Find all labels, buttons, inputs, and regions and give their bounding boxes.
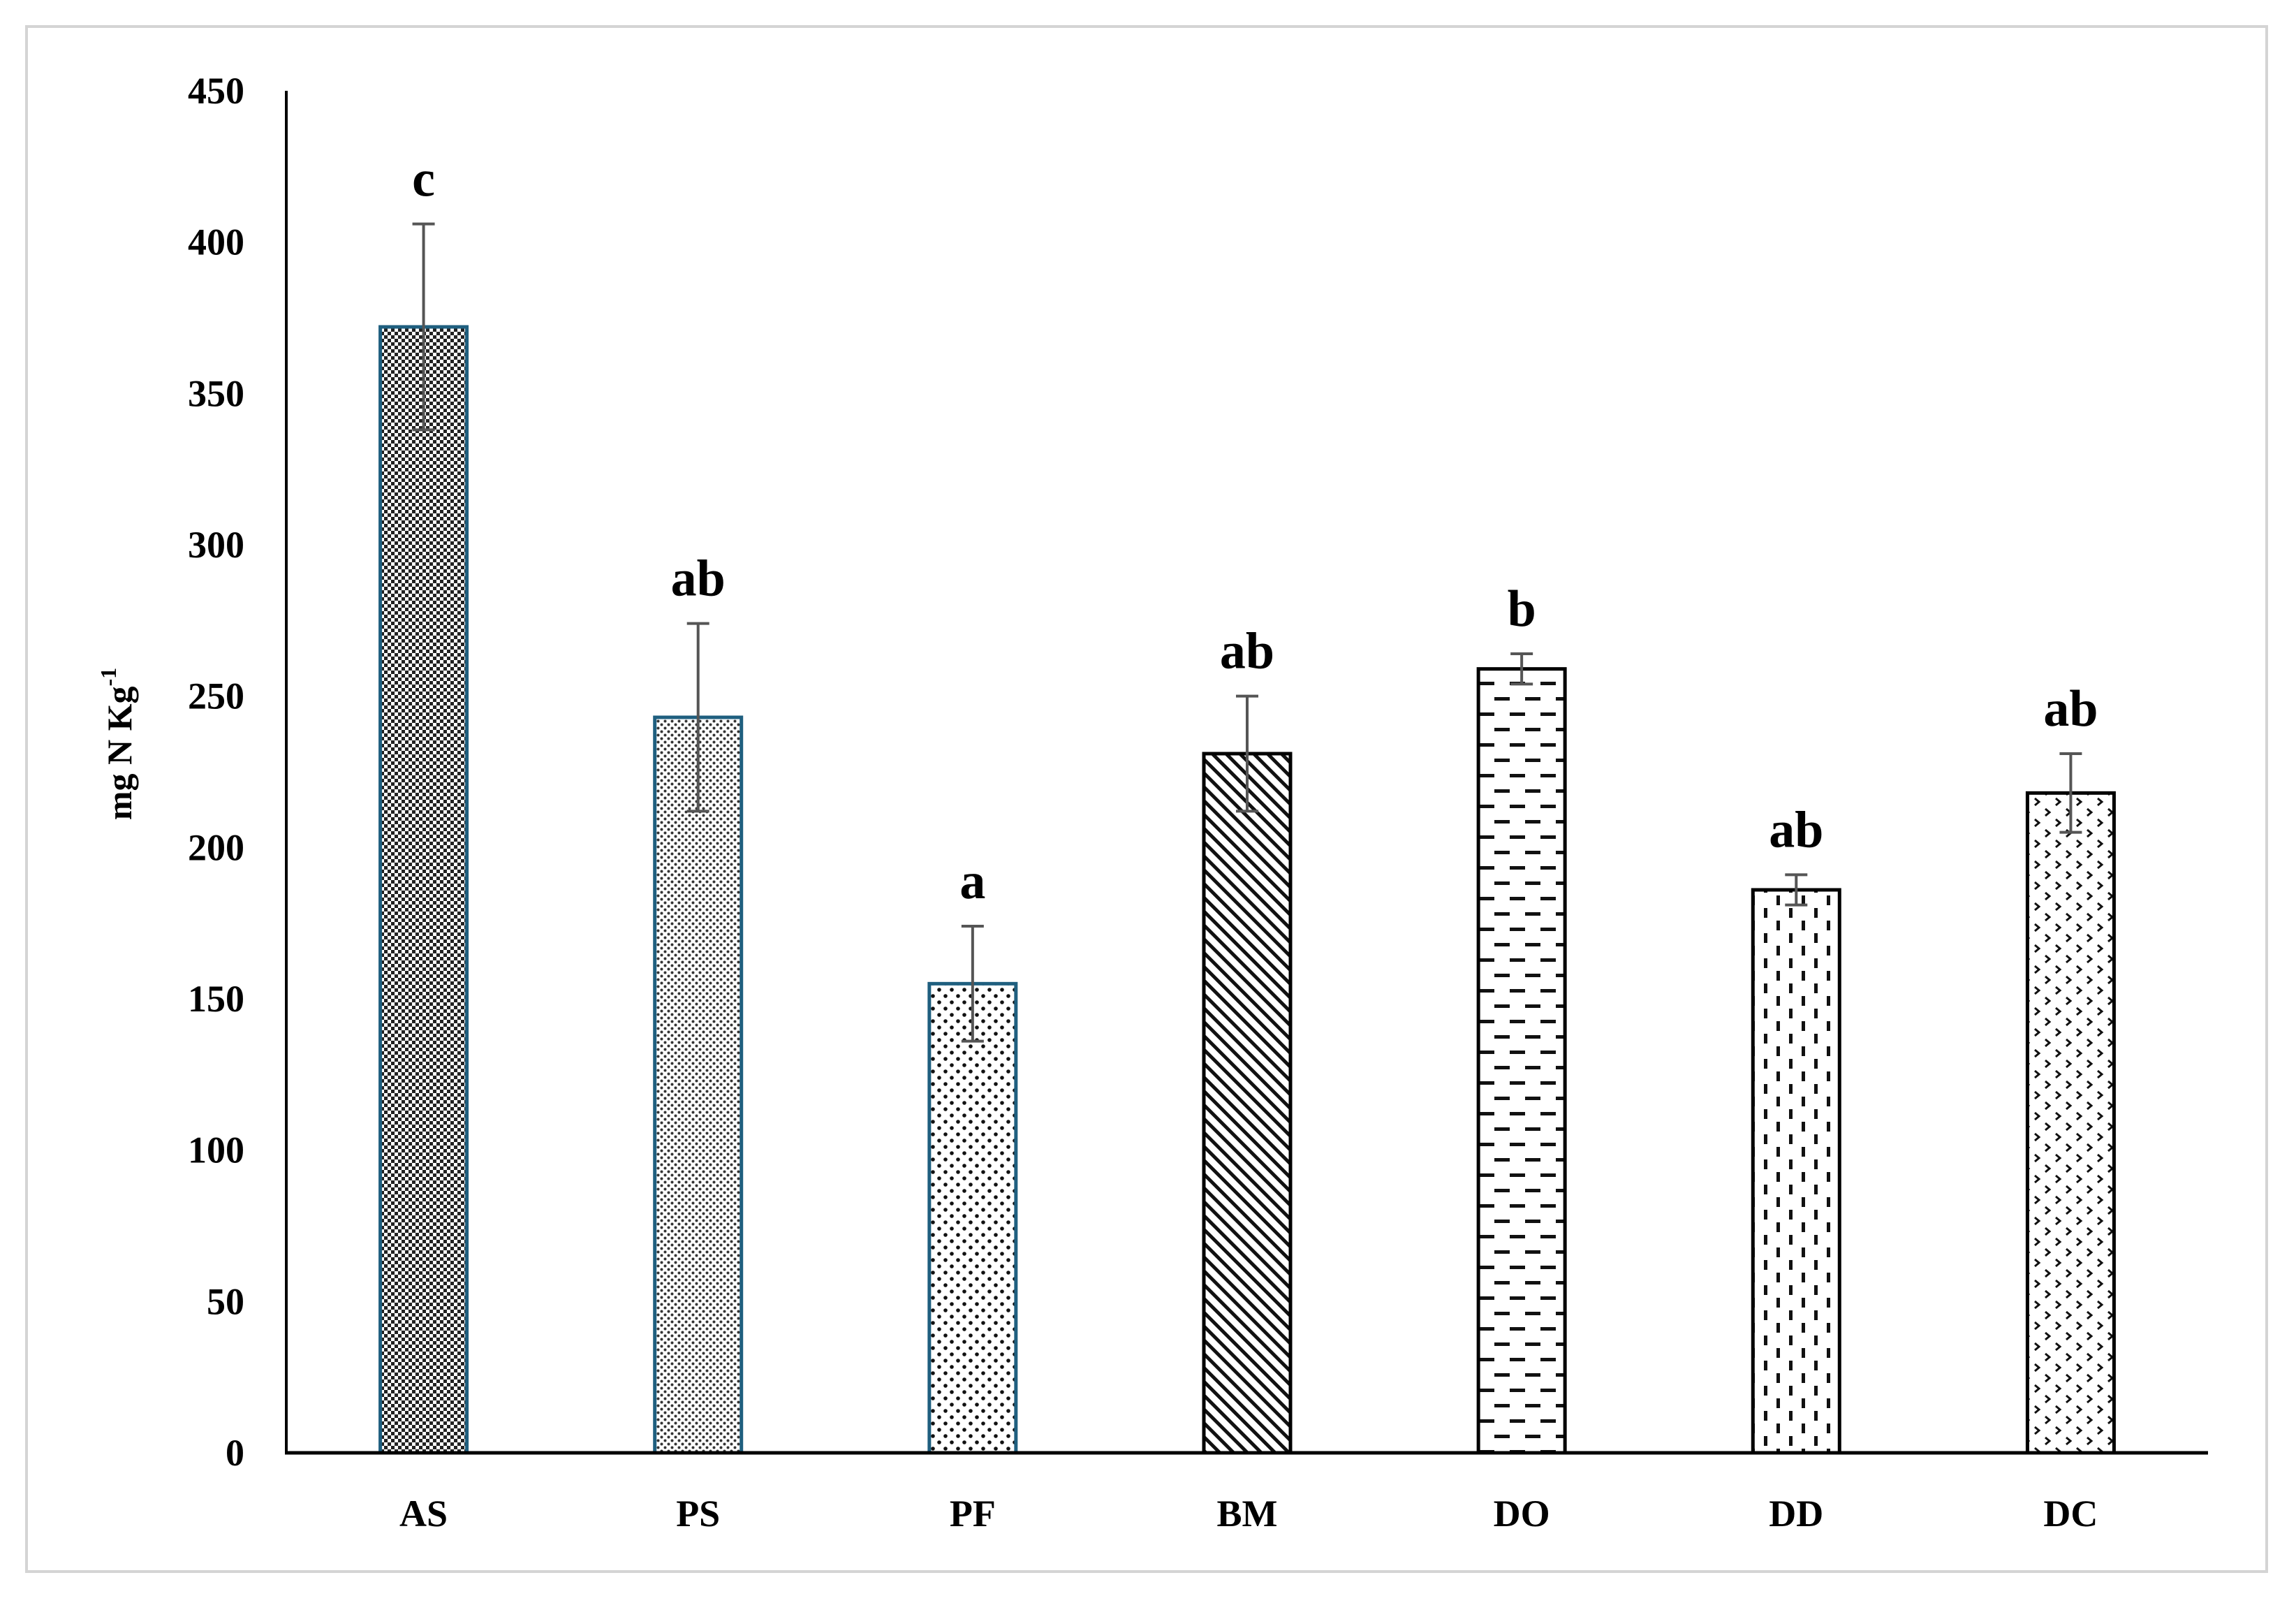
bar-dc bbox=[2025, 791, 2116, 1455]
y-tick-label-450: 450 bbox=[188, 70, 244, 112]
error-bar-ps bbox=[686, 622, 709, 813]
y-tick-label-300: 300 bbox=[188, 524, 244, 566]
x-tick-label-as: AS bbox=[399, 1493, 448, 1535]
error-bar-do bbox=[1510, 652, 1533, 686]
bar-as bbox=[378, 325, 469, 1455]
error-bar-as bbox=[412, 222, 435, 432]
x-tick-labels: AS PS PF BM DO DD DC bbox=[399, 1493, 2098, 1535]
error-bar-dc bbox=[2059, 752, 2082, 834]
bar-bm bbox=[1202, 752, 1293, 1455]
y-tick-label-100: 100 bbox=[188, 1129, 244, 1171]
y-tick-label-150: 150 bbox=[188, 978, 244, 1020]
y-tick-label-200: 200 bbox=[188, 826, 244, 868]
significance-label-dc: ab bbox=[2043, 680, 2098, 738]
significance-label-ps: ab bbox=[671, 550, 726, 608]
y-tick-label-400: 400 bbox=[188, 221, 244, 263]
error-bars bbox=[412, 222, 2082, 1043]
y-tick-label-350: 350 bbox=[188, 372, 244, 414]
x-tick-label-do: DO bbox=[1494, 1493, 1550, 1535]
y-tick-label-0: 0 bbox=[226, 1432, 244, 1474]
x-tick-label-pf: PF bbox=[950, 1493, 996, 1535]
bar-do bbox=[1476, 667, 1567, 1455]
significance-label-bm: ab bbox=[1220, 623, 1274, 680]
x-tick-label-dc: DC bbox=[2043, 1493, 2098, 1535]
error-bar-pf bbox=[961, 925, 984, 1043]
y-tick-label-50: 50 bbox=[207, 1280, 244, 1322]
y-tick-labels: 0 50 100 150 200 250 300 350 400 450 bbox=[188, 70, 244, 1474]
significance-label-dd: ab bbox=[1769, 801, 1823, 858]
y-axis-label-superscript: -1 bbox=[96, 668, 121, 687]
significance-label-do: b bbox=[1508, 580, 1536, 638]
x-tick-label-bm: BM bbox=[1217, 1493, 1278, 1535]
x-tick-label-ps: PS bbox=[676, 1493, 720, 1535]
significance-labels: c ab a ab b ab ab bbox=[412, 151, 2098, 910]
x-tick-label-dd: DD bbox=[1769, 1493, 1823, 1535]
bar-ps bbox=[653, 715, 744, 1455]
y-tick-label-250: 250 bbox=[188, 675, 244, 717]
significance-label-pf: a bbox=[959, 853, 985, 910]
y-axis-label: mg N Kg-1 bbox=[96, 668, 139, 820]
bar-pf bbox=[927, 981, 1018, 1455]
error-bar-bm bbox=[1236, 694, 1258, 813]
axes bbox=[285, 91, 2208, 1455]
error-bar-dd bbox=[1785, 873, 1808, 907]
significance-label-as: c bbox=[412, 151, 435, 208]
bars bbox=[378, 325, 2116, 1455]
bar-dd bbox=[1751, 888, 1841, 1455]
